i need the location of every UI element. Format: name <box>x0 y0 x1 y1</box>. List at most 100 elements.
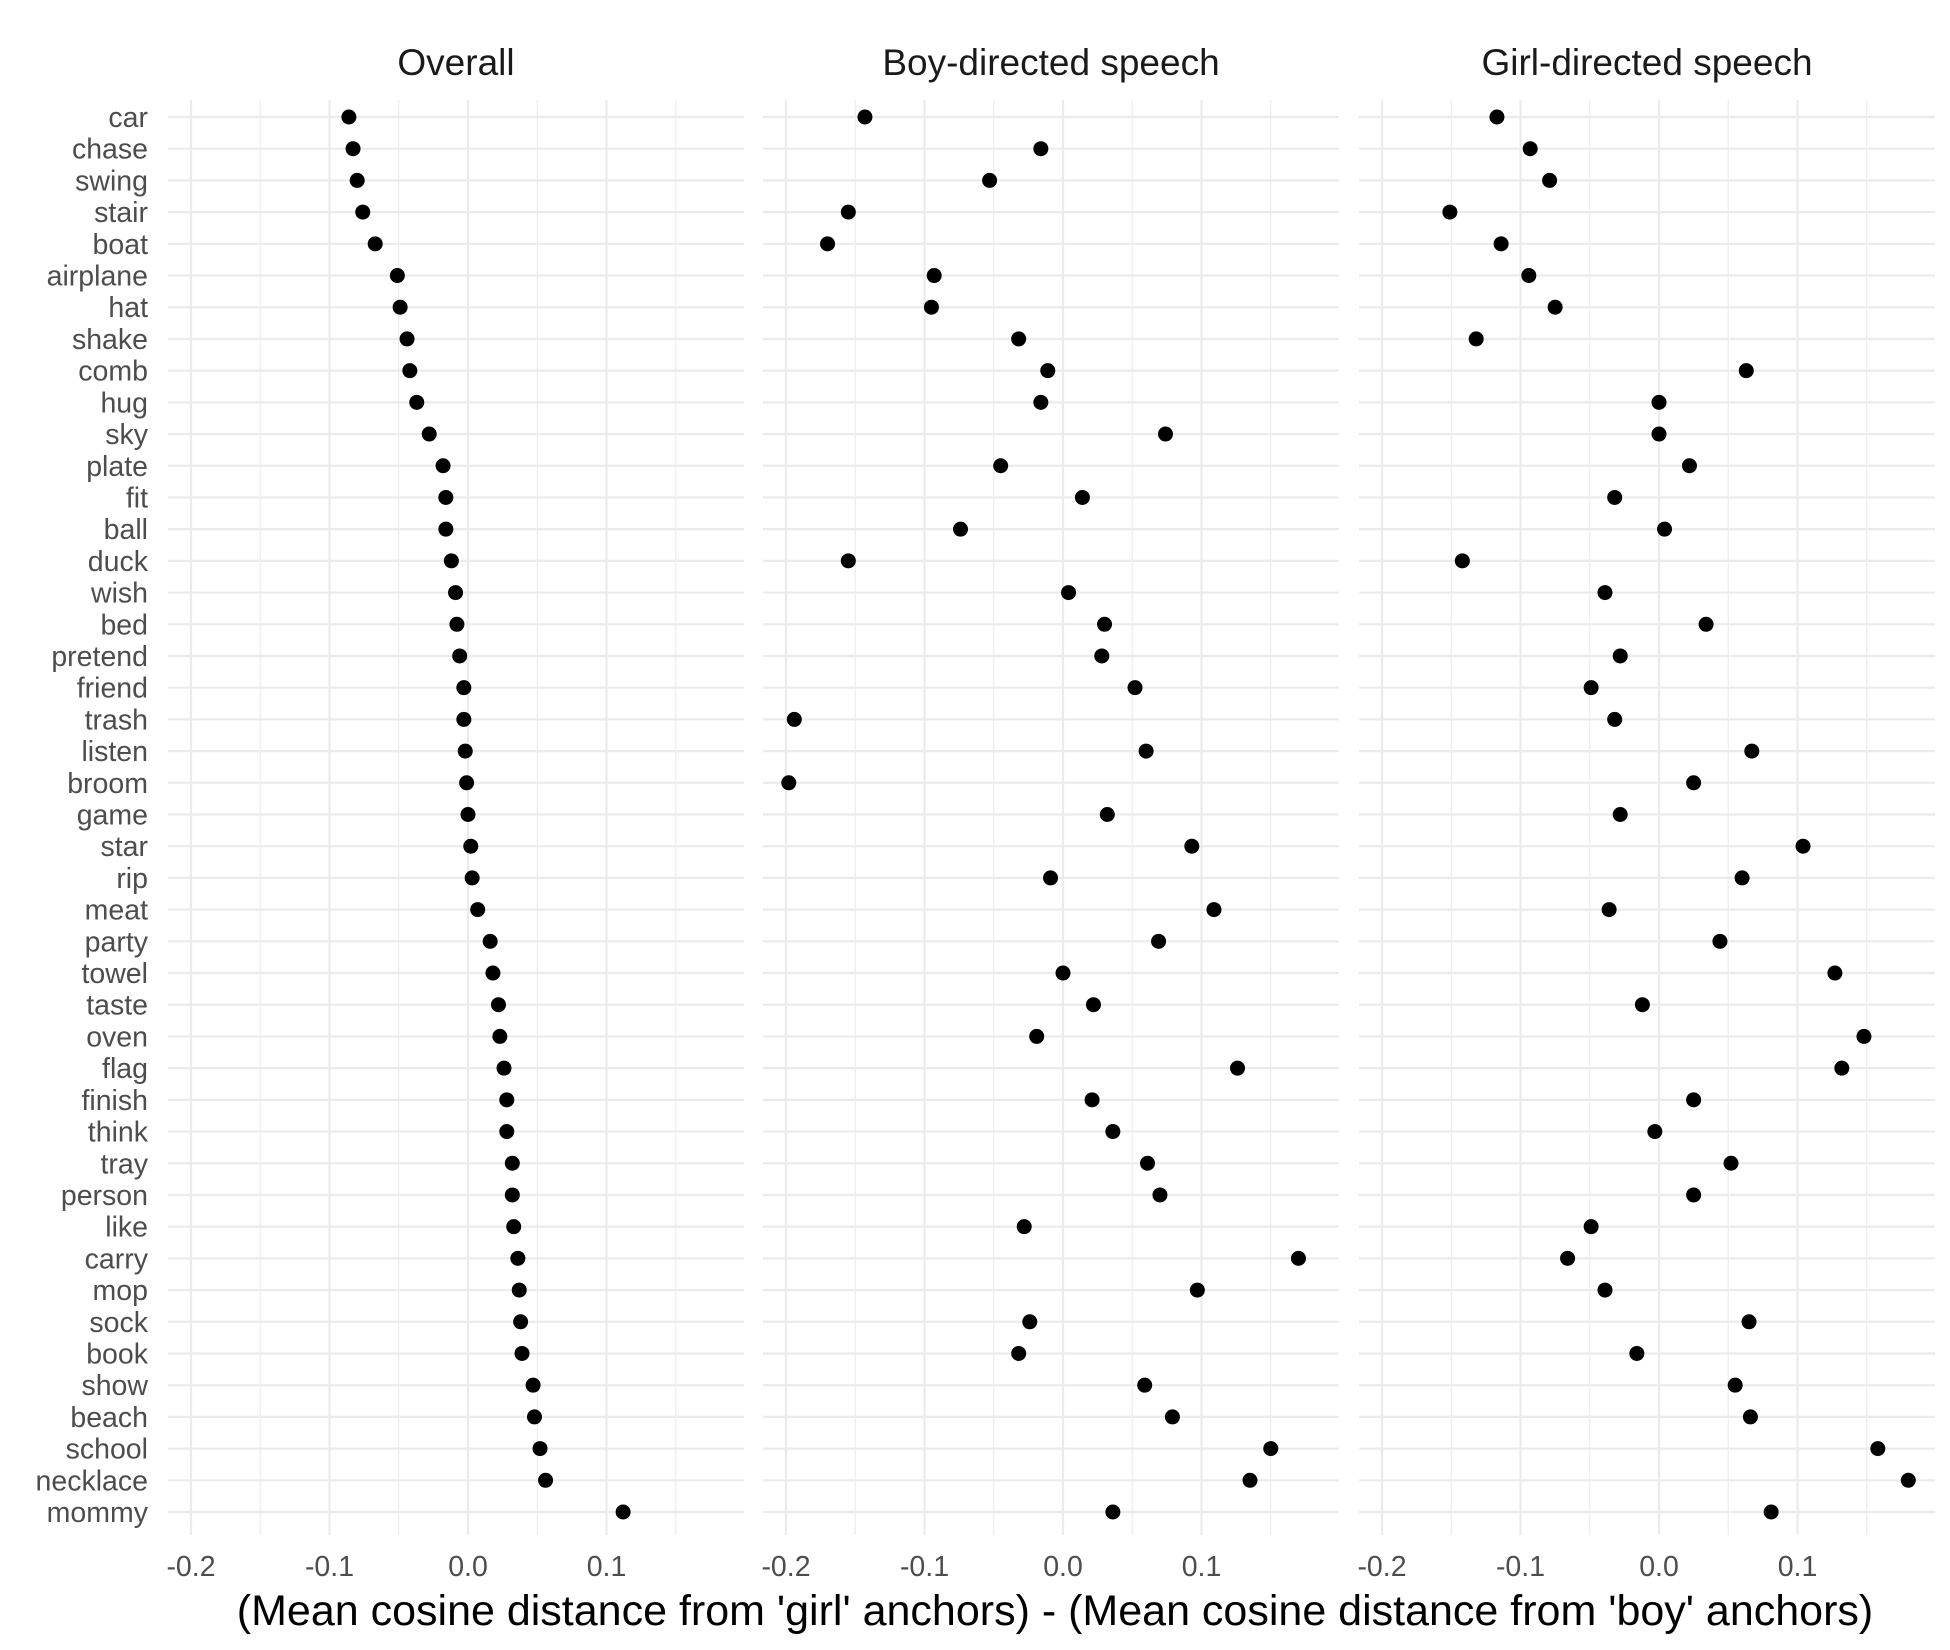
point-comb <box>1040 363 1056 379</box>
point-towel <box>1055 965 1071 981</box>
point-pretend <box>452 648 468 664</box>
point-flag <box>496 1060 512 1076</box>
point-towel <box>485 965 501 981</box>
point-tray <box>1723 1155 1739 1171</box>
point-mommy <box>615 1504 631 1520</box>
y-tick-label: fit <box>126 482 148 514</box>
y-tick-label: think <box>88 1117 149 1149</box>
point-show <box>1727 1377 1743 1393</box>
point-comb <box>402 363 418 379</box>
x-tick-label: 0.0 <box>1639 1551 1679 1583</box>
point-carry <box>1560 1250 1576 1266</box>
point-bed <box>1097 616 1113 632</box>
point-plate <box>435 458 451 474</box>
point-like <box>1583 1219 1599 1235</box>
y-tick-label: tray <box>100 1148 148 1180</box>
panel-3: Girl-directed speech -0.2 -0.1 0.0 0.1 <box>1357 42 1935 1583</box>
point-beach <box>526 1409 542 1425</box>
point-ball <box>953 521 969 537</box>
point-swing <box>349 172 365 188</box>
point-finish <box>1084 1092 1100 1108</box>
point-star <box>1184 838 1200 854</box>
y-tick-label: wish <box>90 578 148 610</box>
y-tick-label: person <box>61 1180 148 1212</box>
point-hug <box>1651 394 1667 410</box>
point-star <box>1795 838 1811 854</box>
x-tick-label: 0.1 <box>1182 1551 1222 1583</box>
point-mommy <box>1763 1504 1779 1520</box>
x-tick-label: -0.2 <box>166 1551 215 1583</box>
point-trash <box>456 711 472 727</box>
y-tick-label: chase <box>72 134 148 166</box>
y-tick-label: comb <box>78 356 148 388</box>
x-tick-label: 0.1 <box>1778 1551 1818 1583</box>
panel-background <box>1359 100 1935 1535</box>
y-tick-label: sock <box>89 1307 148 1339</box>
point-taste <box>490 997 506 1013</box>
point-necklace <box>538 1472 554 1488</box>
point-swing <box>1542 172 1558 188</box>
x-tick-label: -0.2 <box>1357 1551 1406 1583</box>
point-shake <box>1011 331 1027 347</box>
point-pretend <box>1612 648 1628 664</box>
point-person <box>1686 1187 1702 1203</box>
panel-background <box>168 100 744 1535</box>
point-fit <box>1074 489 1090 505</box>
y-tick-label: towel <box>81 958 148 990</box>
x-tick-label: -0.1 <box>900 1551 949 1583</box>
y-tick-label: stair <box>94 197 148 229</box>
y-tick-label: show <box>81 1370 148 1402</box>
point-friend <box>1127 680 1143 696</box>
y-tick-label: necklace <box>36 1465 148 1497</box>
point-game <box>1612 807 1628 822</box>
point-star <box>463 838 479 854</box>
point-game <box>460 807 476 822</box>
y-tick-label: friend <box>77 673 148 705</box>
y-tick-label: airplane <box>47 261 148 293</box>
y-axis: carchaseswingstairboatairplanehatshakeco… <box>36 102 149 1529</box>
x-tick-label: -0.2 <box>761 1551 810 1583</box>
point-towel <box>1827 965 1843 981</box>
point-listen <box>1744 743 1760 759</box>
point-listen <box>1138 743 1154 759</box>
point-sky <box>1651 426 1667 442</box>
point-stair <box>840 204 856 220</box>
y-tick-label: school <box>66 1434 148 1466</box>
point-bed <box>1698 616 1714 632</box>
point-car <box>857 109 873 125</box>
y-tick-label: book <box>86 1338 149 1370</box>
point-plate <box>993 458 1009 474</box>
y-tick-label: car <box>108 102 148 134</box>
point-comb <box>1738 363 1754 379</box>
point-beach <box>1742 1409 1758 1425</box>
point-airplane <box>926 268 942 284</box>
point-plate <box>1681 458 1697 474</box>
point-finish <box>1686 1092 1702 1108</box>
point-sky <box>1157 426 1173 442</box>
y-tick-label: hat <box>108 292 148 324</box>
point-meat <box>470 902 486 918</box>
panel-title: Overall <box>397 42 514 83</box>
point-party <box>1712 933 1728 949</box>
y-tick-label: bed <box>100 609 148 641</box>
point-carry <box>510 1250 526 1266</box>
y-tick-label: meat <box>85 895 148 927</box>
y-tick-label: trash <box>85 704 148 736</box>
point-wish <box>448 585 464 601</box>
panel-2: Boy-directed speech -0.2 -0.1 0.0 0.1 <box>761 42 1339 1583</box>
y-tick-label: duck <box>88 546 149 578</box>
point-chase <box>345 141 361 157</box>
point-oven <box>492 1028 508 1044</box>
y-tick-label: shake <box>72 324 148 356</box>
point-flag <box>1834 1060 1850 1076</box>
point-book <box>1629 1345 1645 1361</box>
point-like <box>1016 1219 1032 1235</box>
point-hug <box>409 394 425 410</box>
point-book <box>514 1345 530 1361</box>
y-tick-label: star <box>100 831 148 863</box>
point-game <box>1099 807 1115 822</box>
point-hat <box>923 299 939 315</box>
x-axis-title: (Mean cosine distance from 'girl' anchor… <box>237 1587 1873 1635</box>
point-boat <box>1493 236 1509 252</box>
